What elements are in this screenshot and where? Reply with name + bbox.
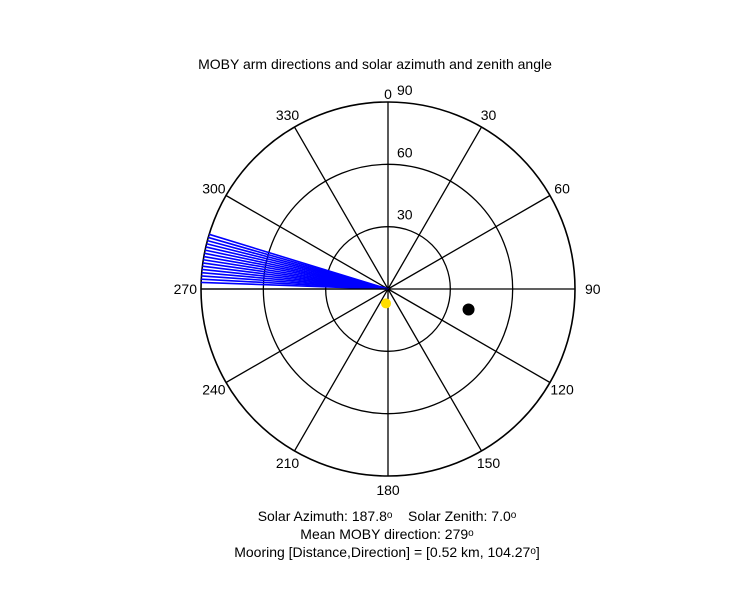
degree-symbol: o [510, 510, 517, 521]
radial-tick-label: 30 [397, 207, 413, 223]
angle-spoke [387, 126, 483, 290]
angle-tick-label: 330 [276, 107, 300, 123]
angle-spoke [387, 194, 551, 290]
angle-spoke [225, 288, 389, 384]
mooring-label: Mooring [Distance,Direction] = [234, 544, 423, 560]
solar-azimuth-label: Solar Azimuth: [257, 508, 348, 524]
angle-tick-label: 150 [477, 455, 501, 471]
angle-spoke [387, 288, 483, 452]
degree-symbol: o [530, 546, 536, 557]
markers [381, 298, 475, 316]
angle-tick-label: 60 [554, 181, 570, 197]
angle-spoke [387, 288, 551, 384]
arm-direction-line [208, 233, 389, 290]
angle-tick-label: 240 [202, 382, 226, 398]
solar-zenith-label: Solar Zenith: [408, 508, 488, 524]
angle-tick-label: 300 [202, 181, 226, 197]
arm-direction-lines [201, 233, 389, 290]
radial-tick-label: 90 [397, 82, 413, 98]
radial-tick-label: 60 [397, 144, 413, 160]
angle-spoke [293, 288, 389, 452]
mean-direction-caption: Mean MOBY direction: 279o [0, 526, 750, 545]
mooring-caption: Mooring [Distance,Direction] = [0.52 km,… [234, 544, 540, 560]
angle-tick-label: 270 [174, 281, 198, 297]
mooring-marker [462, 303, 475, 316]
mean-direction-value: 279 [444, 526, 469, 542]
degree-symbol: o [468, 528, 474, 539]
angle-tick-label: 120 [550, 382, 574, 398]
angle-tick-label: 180 [376, 482, 400, 498]
angle-spoke [293, 126, 389, 290]
mooring-distance: 0.52 km [429, 544, 480, 560]
mooring-direction: 104.27 [487, 544, 531, 560]
angle-tick-label: 0 [384, 86, 392, 102]
mean-direction-label: Mean MOBY direction: [300, 526, 441, 542]
angle-spoke [225, 194, 389, 290]
solar-caption: Solar Azimuth: 187.8o Solar Zenith: 7.0o [0, 508, 750, 527]
chart-title: MOBY arm directions and solar azimuth an… [198, 56, 552, 72]
angle-tick-label: 30 [481, 107, 497, 123]
angle-tick-label: 210 [276, 455, 300, 471]
solar-zenith-value: 7.0 [491, 508, 511, 524]
solar-azimuth-value: 187.8 [351, 508, 387, 524]
degree-symbol: o [386, 510, 393, 521]
sun-marker [381, 298, 392, 309]
tick-labels: 0 30 60 90 120 150 180 210 240 270 300 330 30 60 90 [174, 82, 601, 498]
angle-tick-label: 90 [585, 281, 601, 297]
